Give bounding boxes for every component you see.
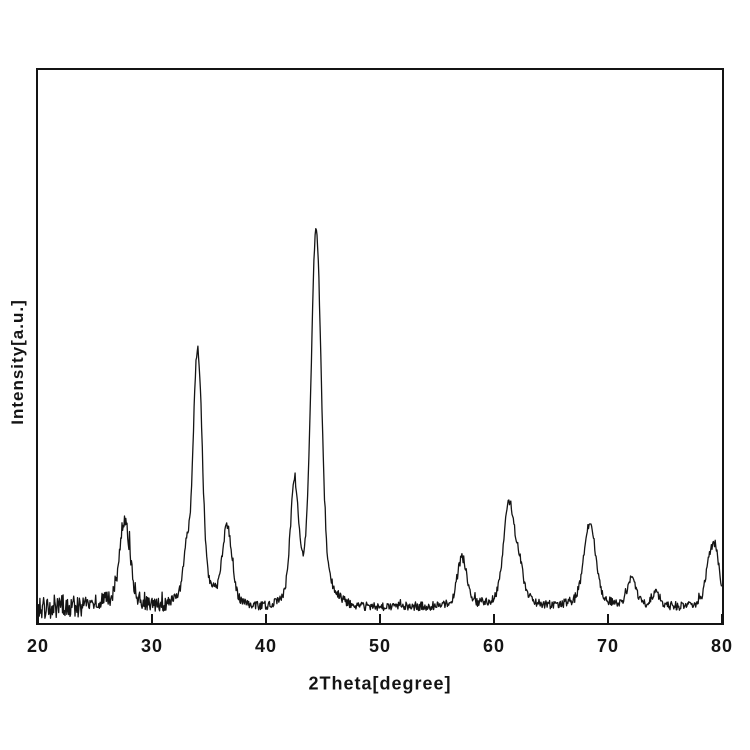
x-tick-marks: [38, 614, 722, 623]
x-tick-label: 60: [482, 636, 506, 656]
x-axis-label: 2Theta[degree]: [308, 673, 452, 694]
x-tick-label: 80: [710, 636, 734, 656]
x-tick-label: 40: [254, 636, 278, 656]
x-tick-label: 70: [596, 636, 620, 656]
x-tick-label: 30: [140, 636, 164, 656]
x-tick-label: 50: [368, 636, 392, 656]
xrd-trace: [38, 227, 722, 619]
x-tick-label: 20: [26, 636, 50, 656]
plot-svg: [38, 227, 722, 623]
y-axis-label: Intensity[a.u.]: [8, 299, 27, 425]
plot-area: [36, 68, 724, 625]
